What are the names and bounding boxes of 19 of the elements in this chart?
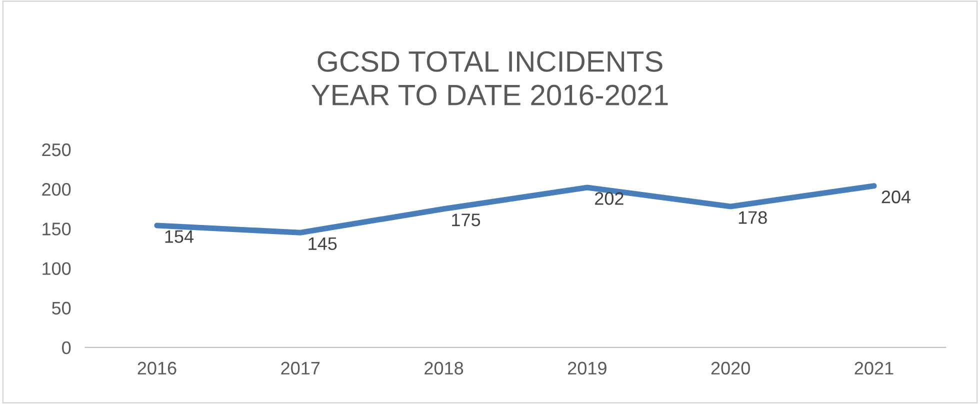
y-tick-label: 50 bbox=[52, 302, 71, 315]
y-tick-label: 0 bbox=[62, 341, 71, 354]
y-tick-label: 150 bbox=[42, 222, 71, 236]
data-label: 175 bbox=[452, 214, 480, 226]
x-tick-label: 2021 bbox=[854, 362, 894, 375]
data-label: 178 bbox=[738, 211, 767, 224]
y-tick-label: 250 bbox=[42, 143, 71, 156]
x-tick-label: 2016 bbox=[138, 362, 176, 375]
x-tick-label: 2017 bbox=[281, 362, 320, 375]
x-tick-label: 2019 bbox=[568, 362, 606, 375]
data-label: 145 bbox=[308, 237, 337, 250]
x-tick-label: 2018 bbox=[424, 362, 464, 375]
data-label: 204 bbox=[882, 190, 911, 204]
y-tick-label: 200 bbox=[42, 183, 71, 196]
data-label: 202 bbox=[595, 192, 624, 205]
data-label: 154 bbox=[165, 230, 194, 243]
x-tick-label: 2020 bbox=[711, 362, 750, 375]
chart-title: GCSD TOTAL INCIDENTS YEAR TO DATE 2016-2021 bbox=[311, 51, 668, 106]
y-tick-label: 100 bbox=[42, 262, 71, 275]
